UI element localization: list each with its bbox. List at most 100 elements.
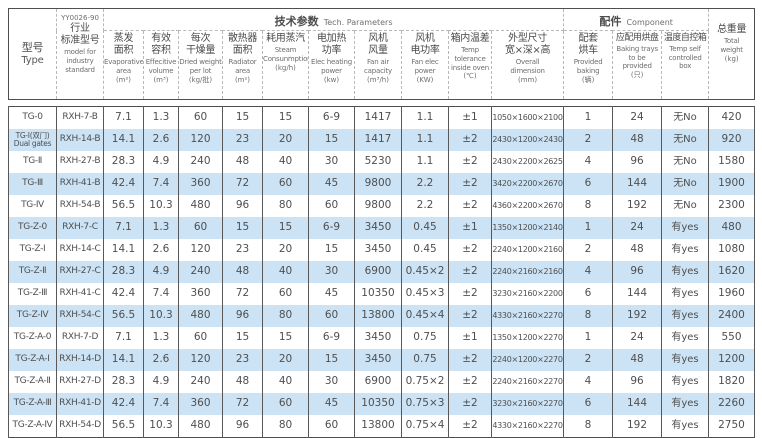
column-header-unit: (kg) <box>724 54 739 63</box>
table-cell: 有yes <box>661 239 709 261</box>
column-header-unit: (只) <box>630 71 644 80</box>
table-cell: RXH-27-B <box>56 151 104 173</box>
table-cell: 420 <box>708 106 755 129</box>
column-header-en: Overall dimension <box>510 58 545 75</box>
table-cell: 1.1 <box>401 106 449 129</box>
table-cell: 60 <box>262 173 309 195</box>
table-cell: 42.4 <box>103 283 144 305</box>
column-header-total-weight: 总重量 Total weight (kg) <box>708 8 756 100</box>
table-cell: 2.6 <box>143 349 179 371</box>
table-cell: ±2 <box>448 393 492 415</box>
table-row: TG-Z-Ⅰ RXH-14-C 14.1 2.6 120 23 20 15 3450 0.45 ±2… <box>8 239 755 261</box>
table-cell: ±2 <box>448 371 492 393</box>
table-cell: 4.9 <box>143 151 179 173</box>
table-cell: 9800 <box>354 173 402 195</box>
table-cell: 2240×2160×2160 <box>491 261 564 283</box>
column-header-zh: 总重量 <box>717 24 747 35</box>
column-header-en: model for industry standard <box>64 48 96 74</box>
table-cell: 48 <box>612 239 662 261</box>
column-header-en: Provided baking <box>573 58 603 75</box>
table-cell: 45 <box>308 283 355 305</box>
table-row: TG-0 RXH-7-B 7.1 1.3 60 15 15 6-9 1417 1.1 ±1 1050×… <box>8 106 755 129</box>
table-cell: 0.75×4 <box>401 415 449 438</box>
table-cell: 5230 <box>354 151 402 173</box>
table-cell: 23 <box>222 349 263 371</box>
table-cell: 96 <box>612 151 662 173</box>
table-cell: 23 <box>222 239 263 261</box>
table-cell: 1.3 <box>143 106 179 129</box>
table-cell: 6900 <box>354 371 402 393</box>
table-cell: 96 <box>612 261 662 283</box>
table-cell: 10350 <box>354 283 402 305</box>
table-cell: 80 <box>262 305 309 327</box>
column-header-zh: 散热器 面积 <box>227 33 258 56</box>
table-cell: 920 <box>708 129 755 151</box>
table-cell: 120 <box>178 349 223 371</box>
table-cell: 24 <box>612 106 662 129</box>
table-cell: 10.3 <box>143 415 179 438</box>
table-cell: 1350×1200×2270 <box>491 327 564 349</box>
table-cell: RXH-54-C <box>56 305 104 327</box>
table-cell: 80 <box>262 195 309 217</box>
column-header-zh: 箱内温差 <box>450 33 490 44</box>
table-cell: 60 <box>262 283 309 305</box>
table-cell: RXH-7-D <box>56 327 104 349</box>
table-cell: 72 <box>222 283 263 305</box>
table-cell: 0.75×2 <box>401 371 449 393</box>
table-cell: 无No <box>661 151 709 173</box>
table-cell: TG-Z-Ⅰ <box>8 239 57 261</box>
table-cell: 15 <box>222 106 263 129</box>
column-header-en: Fan air capacity <box>364 58 392 75</box>
table-cell: 4 <box>563 261 613 283</box>
column-header-temp-self-controlled-box: 温度自控箱 Temp self controlled box <box>661 30 710 100</box>
column-header-en: Temp self controlled box <box>668 44 702 71</box>
table-cell: 240 <box>178 151 223 173</box>
column-header-zh: 应配用烘盘 <box>615 33 659 43</box>
table-cell: 6 <box>563 283 613 305</box>
table-cell: TG-Z-A-Ⅳ <box>8 415 57 438</box>
table-cell: 40 <box>262 151 309 173</box>
table-row: TG-Z-A-0 RXH-7-D 7.1 1.3 60 15 15 6-9 3450 0.75 ±1… <box>8 327 755 349</box>
table-cell: TG-Z-Ⅳ <box>8 305 57 327</box>
table-cell: 80 <box>262 415 309 438</box>
table-cell: TG-Ⅲ <box>8 173 57 195</box>
table-cell: 56.5 <box>103 195 144 217</box>
table-cell: ±2 <box>448 349 492 371</box>
spec-table-header: 型号 Type YY0026-90 行业 标准型号 model for indu… <box>8 8 756 100</box>
column-header-unit: (m²) <box>115 75 132 84</box>
table-cell: 14.1 <box>103 129 144 151</box>
table-cell: 10350 <box>354 393 402 415</box>
table-cell: 192 <box>612 415 662 438</box>
table-cell: 3420×2200×2670 <box>491 173 564 195</box>
table-cell: ±2 <box>448 305 492 327</box>
table-row: TG-Ⅲ RXH-41-B 42.4 7.4 360 72 60 45 9800 2.2 ±2 342… <box>8 173 755 195</box>
column-header-unit: (m³) <box>153 75 169 84</box>
table-cell: 有yes <box>661 217 709 239</box>
group-header-component: 配件 Component <box>563 8 710 31</box>
table-cell: 96 <box>612 371 662 393</box>
table-cell: RXH-54-D <box>56 415 104 438</box>
column-header-zh: 蒸发 面积 <box>113 33 134 56</box>
table-cell: TG-0 <box>8 106 57 129</box>
table-cell: 42.4 <box>103 393 144 415</box>
column-header-en: Temp tolerance inside oven <box>451 46 489 72</box>
table-cell: TG-Z-A-Ⅲ <box>8 393 57 415</box>
table-cell: 4330×2160×2270 <box>491 305 564 327</box>
table-cell: 192 <box>612 195 662 217</box>
table-cell: 2.2 <box>401 195 449 217</box>
table-cell: 23 <box>222 129 263 151</box>
table-cell: 7.4 <box>143 393 179 415</box>
table-cell: 2 <box>563 239 613 261</box>
table-cell: 3450 <box>354 217 402 239</box>
table-cell: 60 <box>178 327 223 349</box>
column-header-effective-volume: 有效 容积 Effecitive volume (m³) <box>143 30 179 100</box>
column-header-fan-air-capacity: 风机 风量 Fan air capacity (m³/h) <box>354 30 402 100</box>
column-header-unit: (kw) <box>323 75 340 84</box>
table-cell: 9800 <box>354 195 402 217</box>
table-cell: 28.3 <box>103 261 144 283</box>
table-cell: 15 <box>222 327 263 349</box>
table-cell: 42.4 <box>103 173 144 195</box>
group-label-zh: 技术参数 <box>274 15 319 28</box>
table-cell: 4360×2200×2670 <box>491 195 564 217</box>
table-cell: 144 <box>612 173 662 195</box>
